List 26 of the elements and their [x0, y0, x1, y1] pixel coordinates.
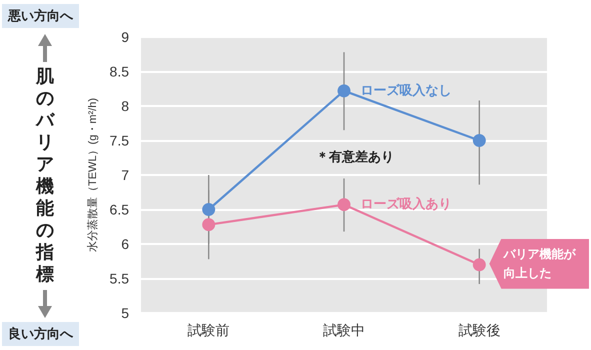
y-tick-label: 5	[121, 305, 130, 321]
annotation: バリア機能が向上した	[503, 246, 577, 282]
text: 肌のバリア機能の指標	[36, 66, 54, 285]
x-tick-label: 試験中	[323, 322, 365, 338]
point	[202, 218, 216, 232]
point	[202, 203, 216, 216]
annotation: ＊有意差あり	[316, 148, 394, 166]
x-tick-label: 試験前	[188, 322, 230, 338]
text: 良い方向へ	[2, 322, 79, 346]
y-tick-label: 7	[121, 167, 130, 183]
point	[472, 134, 486, 147]
y-axis-title: 水分蒸散量（TEWL）(g・m²/h)	[86, 98, 100, 252]
y-tick-label: 9	[121, 29, 130, 45]
text: 悪い方向へ	[2, 4, 79, 28]
y-tick-label: 6	[121, 236, 130, 252]
point	[472, 258, 486, 272]
series-label: ローズ吸入なし	[360, 82, 452, 98]
y-tick-label: 5.5	[110, 270, 130, 286]
series-label: ローズ吸入あり	[360, 196, 452, 212]
point	[338, 198, 350, 212]
x-tick-label: 試験後	[458, 322, 500, 338]
y-tick-label: 7.5	[110, 132, 130, 148]
y-tick-label: 8.5	[110, 64, 130, 80]
y-tick-label: 8	[121, 98, 130, 114]
point	[338, 84, 350, 98]
y-tick-label: 6.5	[110, 202, 130, 218]
